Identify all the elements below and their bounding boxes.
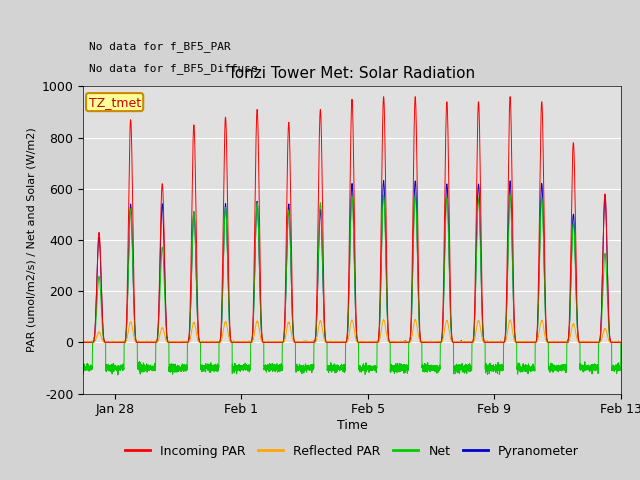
Text: No data for f_BF5_Diffuse: No data for f_BF5_Diffuse bbox=[88, 63, 257, 74]
Title: Tonzi Tower Met: Solar Radiation: Tonzi Tower Met: Solar Radiation bbox=[228, 66, 476, 81]
Text: TZ_tmet: TZ_tmet bbox=[88, 96, 141, 108]
Y-axis label: PAR (umol/m2/s) / Net and Solar (W/m2): PAR (umol/m2/s) / Net and Solar (W/m2) bbox=[26, 128, 36, 352]
Legend: Incoming PAR, Reflected PAR, Net, Pyranometer: Incoming PAR, Reflected PAR, Net, Pyrano… bbox=[120, 440, 584, 463]
X-axis label: Time: Time bbox=[337, 419, 367, 432]
Text: No data for f_BF5_PAR: No data for f_BF5_PAR bbox=[88, 42, 230, 52]
